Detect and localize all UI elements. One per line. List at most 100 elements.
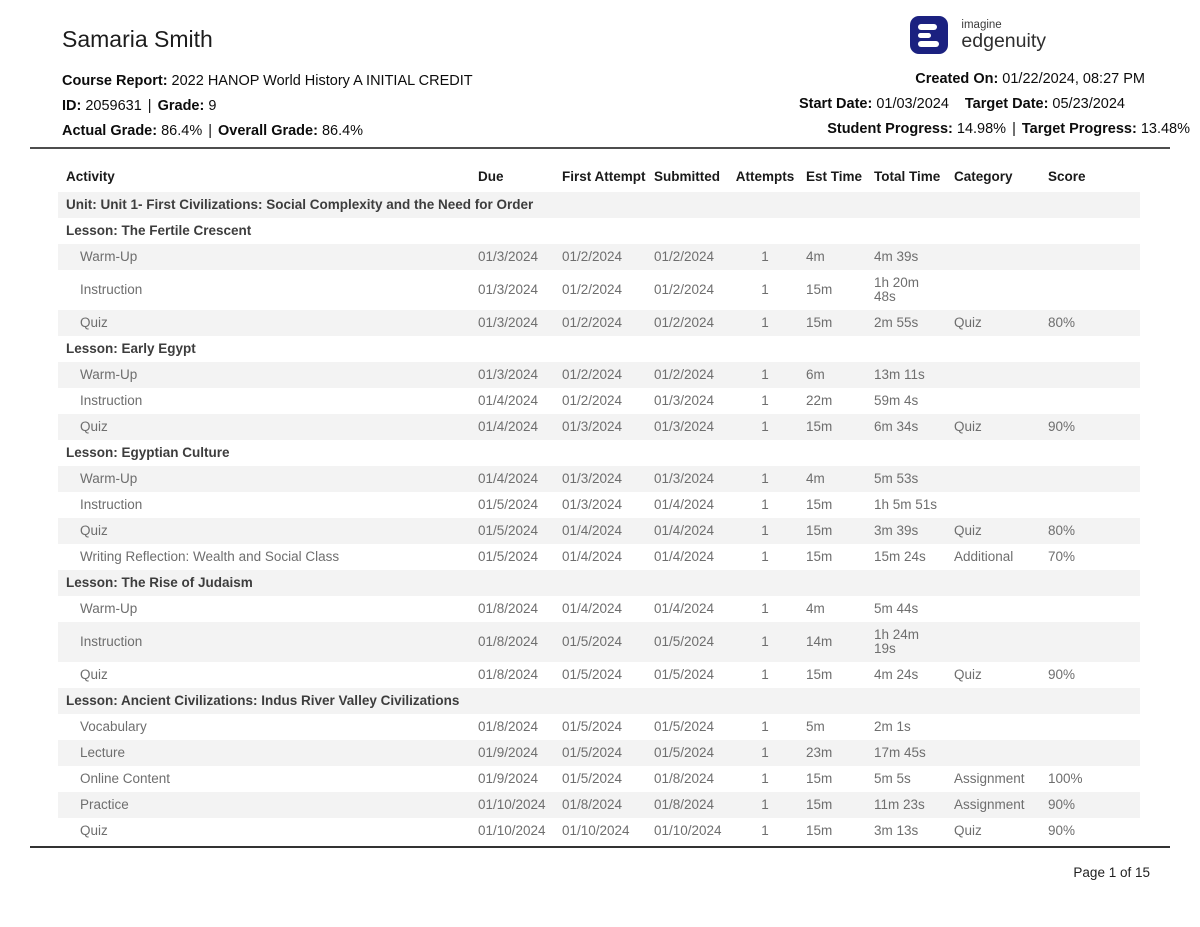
logo-brand-top: imagine bbox=[961, 18, 1002, 31]
course-report-label: Course Report: bbox=[62, 73, 168, 89]
cell-attempts: 1 bbox=[761, 549, 769, 564]
course-report-line: Course Report: 2022 HANOP World History A… bbox=[62, 69, 473, 94]
student-progress-label: Student Progress: bbox=[827, 121, 953, 137]
cell-score: 80% bbox=[1048, 315, 1076, 330]
actual-grade-value: 86.4% bbox=[161, 123, 203, 139]
cell-score: 90% bbox=[1048, 419, 1076, 434]
cell-est-time: 15m bbox=[806, 523, 833, 538]
cell-first-attempt: 01/10/2024 bbox=[562, 823, 630, 838]
cell-due: 01/3/2024 bbox=[478, 249, 539, 264]
report-table-header: Activity Due First Attempt Submitted Att… bbox=[58, 160, 1140, 192]
cell-due: 01/8/2024 bbox=[478, 601, 539, 616]
cell-due: 01/9/2024 bbox=[478, 745, 539, 760]
activity-row: Quiz 01/5/2024 01/4/2024 01/4/2024 1 15m 3m 39… bbox=[58, 518, 1140, 544]
cell-total-time: 1h 5m 51s bbox=[874, 497, 938, 512]
cell-activity: Writing Reflection: Wealth and Social Cl… bbox=[80, 549, 340, 564]
activity-row: Quiz 01/8/2024 01/5/2024 01/5/2024 1 15m 4m 24… bbox=[58, 662, 1140, 688]
cell-total-time: 3m 39s bbox=[874, 523, 919, 538]
header-row: Activity Due First Attempt Submitted Att… bbox=[58, 160, 1140, 192]
cell-score bbox=[1040, 740, 1140, 766]
cell-attempts: 1 bbox=[761, 667, 769, 682]
cell-est-time: 15m bbox=[806, 823, 833, 838]
header-divider bbox=[30, 147, 1170, 149]
cell-total-time: 11m 23s bbox=[874, 797, 925, 812]
activity-row: Instruction 01/5/2024 01/3/2024 01/4/2024 1 1… bbox=[58, 492, 1140, 518]
cell-submitted: 01/4/2024 bbox=[654, 601, 715, 616]
cell-due: 01/8/2024 bbox=[478, 667, 539, 682]
cell-attempts: 1 bbox=[761, 634, 769, 649]
cell-first-attempt: 01/2/2024 bbox=[562, 282, 623, 297]
cell-attempts: 1 bbox=[761, 315, 769, 330]
cell-category bbox=[946, 492, 1040, 518]
cell-category bbox=[946, 466, 1040, 492]
overall-grade-value: 86.4% bbox=[321, 123, 364, 139]
cell-category bbox=[946, 740, 1040, 766]
cell-attempts: 1 bbox=[761, 249, 769, 264]
cell-category: Assignment bbox=[954, 771, 1025, 786]
lesson-row: Lesson: The Fertile Crescent bbox=[58, 218, 1140, 244]
cell-score bbox=[1040, 622, 1140, 662]
activity-row: Vocabulary 01/8/2024 01/5/2024 01/5/2024 1 5m… bbox=[58, 714, 1140, 740]
cell-score bbox=[1040, 270, 1140, 310]
cell-attempts: 1 bbox=[761, 719, 769, 734]
cell-score: 90% bbox=[1048, 823, 1076, 838]
cell-first-attempt: 01/2/2024 bbox=[562, 393, 623, 408]
cell-score bbox=[1040, 714, 1140, 740]
lesson-row: Lesson: The Rise of Judaism bbox=[58, 570, 1140, 596]
lesson-label: Lesson: Egyptian Culture bbox=[66, 445, 230, 460]
cell-first-attempt: 01/5/2024 bbox=[562, 634, 623, 649]
column-header-total-time: Total Time bbox=[874, 169, 941, 184]
lesson-row: Lesson: Ancient Civilizations: Indus Riv… bbox=[58, 688, 1140, 714]
cell-category bbox=[946, 362, 1040, 388]
activity-row: Online Content 01/9/2024 01/5/2024 01/8/202… bbox=[58, 766, 1140, 792]
course-meta-block: Course Report: 2022 HANOP World History A… bbox=[62, 69, 473, 144]
cell-total-time: 4m 39s bbox=[874, 249, 919, 264]
cell-submitted: 01/5/2024 bbox=[654, 745, 715, 760]
activity-row: Warm-Up 01/4/2024 01/3/2024 01/3/2024 1 4m 5m … bbox=[58, 466, 1140, 492]
cell-est-time: 15m bbox=[806, 315, 833, 330]
cell-submitted: 01/2/2024 bbox=[654, 249, 715, 264]
cell-activity: Online Content bbox=[80, 771, 171, 786]
cell-est-time: 22m bbox=[806, 393, 833, 408]
activity-row: Instruction 01/4/2024 01/2/2024 01/3/2024 1 2… bbox=[58, 388, 1140, 414]
lesson-row: Lesson: Early Egypt bbox=[58, 336, 1140, 362]
cell-total-time: 3m 13s bbox=[874, 823, 919, 838]
cell-activity: Warm-Up bbox=[80, 601, 138, 616]
cell-attempts: 1 bbox=[761, 601, 769, 616]
cell-due: 01/8/2024 bbox=[478, 634, 539, 649]
activity-row: Quiz 01/10/2024 01/10/2024 01/10/2024 1 15m 3m… bbox=[58, 818, 1140, 844]
cell-score bbox=[1040, 388, 1140, 414]
cell-total-time: 6m 34s bbox=[874, 419, 919, 434]
cell-activity: Quiz bbox=[80, 667, 108, 682]
cell-submitted: 01/5/2024 bbox=[654, 719, 715, 734]
cell-total-time: 5m 53s bbox=[874, 471, 919, 486]
column-header-category: Category bbox=[954, 169, 1013, 184]
cell-activity: Quiz bbox=[80, 419, 108, 434]
cell-est-time: 14m bbox=[806, 634, 833, 649]
report-meta-block: imagine edgenuity Created On: 01/22/2024,… bbox=[799, 16, 1190, 142]
cell-due: 01/5/2024 bbox=[478, 497, 539, 512]
cell-first-attempt: 01/2/2024 bbox=[562, 367, 623, 382]
created-on-value: 01/22/2024, 08:27 PM bbox=[1002, 71, 1145, 87]
cell-submitted: 01/4/2024 bbox=[654, 549, 715, 564]
student-name: Samaria Smith bbox=[62, 26, 213, 52]
cell-first-attempt: 01/3/2024 bbox=[562, 497, 623, 512]
cell-due: 01/3/2024 bbox=[478, 282, 539, 297]
cell-submitted: 01/5/2024 bbox=[654, 634, 715, 649]
cell-attempts: 1 bbox=[761, 745, 769, 760]
cell-score: 90% bbox=[1048, 797, 1076, 812]
activity-row: Lecture 01/9/2024 01/5/2024 01/5/2024 1 23m 17… bbox=[58, 740, 1140, 766]
cell-total-time: 2m 55s bbox=[874, 315, 919, 330]
cell-activity: Quiz bbox=[80, 523, 108, 538]
activity-row: Quiz 01/3/2024 01/2/2024 01/2/2024 1 15m 2m 55… bbox=[58, 310, 1140, 336]
footer-divider bbox=[30, 846, 1170, 848]
cell-activity: Quiz bbox=[80, 315, 108, 330]
grades-line: Actual Grade: 86.4% | Overall Grade: 86.4% bbox=[62, 119, 473, 144]
course-report-table: Activity Due First Attempt Submitted Att… bbox=[58, 160, 1140, 844]
cell-est-time: 23m bbox=[806, 745, 833, 760]
cell-attempts: 1 bbox=[761, 523, 769, 538]
cell-total-time: 5m 44s bbox=[874, 601, 919, 616]
cell-category bbox=[946, 244, 1040, 270]
cell-est-time: 15m bbox=[806, 771, 833, 786]
